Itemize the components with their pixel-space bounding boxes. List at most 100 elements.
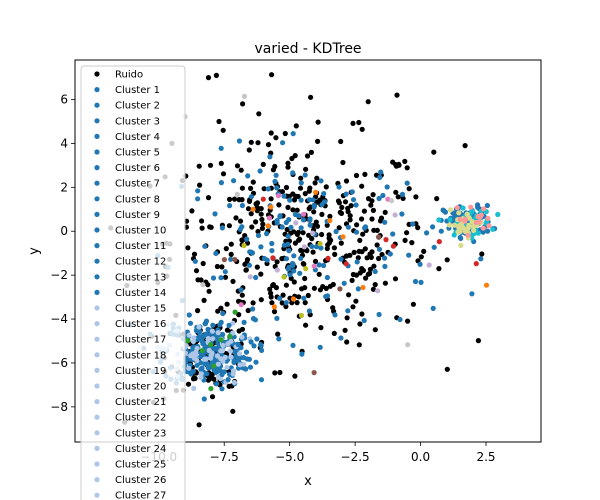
cluster-point bbox=[341, 280, 347, 286]
noise-point bbox=[236, 197, 242, 203]
cluster-point bbox=[245, 173, 251, 179]
noise-point bbox=[367, 270, 373, 277]
noise-point bbox=[309, 236, 315, 242]
cluster-point bbox=[188, 371, 194, 377]
cluster-point bbox=[465, 232, 471, 238]
noise-point bbox=[302, 191, 308, 197]
legend-label: Cluster 9 bbox=[115, 210, 160, 221]
noise-point bbox=[268, 196, 274, 202]
noise-point bbox=[308, 94, 314, 100]
noise-point bbox=[314, 175, 320, 181]
x-axis-label: x bbox=[304, 474, 312, 489]
noise-point bbox=[376, 255, 382, 262]
noise-point bbox=[356, 119, 362, 126]
legend-label: Cluster 14 bbox=[115, 288, 166, 299]
noise-point bbox=[273, 135, 279, 141]
cluster-point bbox=[281, 242, 287, 248]
legend-marker bbox=[94, 336, 100, 342]
noise-point bbox=[250, 179, 256, 185]
noise-point bbox=[312, 258, 319, 264]
noise-point bbox=[298, 175, 304, 181]
cluster-point bbox=[410, 221, 416, 227]
cluster-point bbox=[392, 212, 398, 218]
noise-point bbox=[283, 282, 289, 288]
cluster-point bbox=[239, 334, 245, 340]
noise-point bbox=[308, 149, 314, 155]
noise-point bbox=[347, 217, 353, 223]
noise-point bbox=[220, 171, 227, 177]
noise-point bbox=[409, 240, 415, 246]
noise-point bbox=[331, 330, 337, 336]
noise-point bbox=[479, 251, 485, 257]
cluster-point bbox=[186, 332, 192, 338]
cluster-point bbox=[311, 370, 317, 376]
noise-point bbox=[302, 300, 308, 306]
cluster-point bbox=[199, 365, 205, 371]
cluster-point bbox=[264, 257, 270, 263]
cluster-point bbox=[457, 234, 463, 241]
y-axis-ticks: −8 −6 −4 −2 0 2 4 6 bbox=[50, 93, 75, 414]
cluster-point bbox=[232, 309, 238, 315]
noise-point bbox=[231, 196, 238, 202]
cluster-point bbox=[431, 244, 437, 250]
cluster-point bbox=[301, 295, 307, 301]
cluster-point bbox=[221, 257, 227, 263]
cluster-point bbox=[230, 368, 236, 374]
cluster-point bbox=[298, 225, 304, 231]
cluster-point bbox=[210, 322, 216, 328]
x-tick-label: −5.0 bbox=[275, 450, 304, 464]
cluster-point bbox=[372, 268, 378, 275]
cluster-point bbox=[474, 219, 480, 226]
noise-point bbox=[193, 268, 200, 274]
cluster-point bbox=[311, 263, 317, 269]
cluster-point bbox=[291, 268, 297, 274]
legend-marker bbox=[94, 445, 100, 451]
noise-point bbox=[254, 200, 261, 206]
cluster-point bbox=[272, 178, 278, 184]
legend-marker bbox=[94, 305, 100, 311]
noise-point bbox=[372, 282, 378, 288]
cluster-point bbox=[249, 250, 256, 256]
noise-point bbox=[277, 369, 283, 376]
cluster-point bbox=[219, 225, 225, 231]
cluster-point bbox=[269, 240, 275, 247]
cluster-point bbox=[353, 202, 359, 208]
noise-point bbox=[402, 237, 408, 243]
cluster-point bbox=[417, 261, 423, 267]
cluster-point bbox=[382, 263, 388, 269]
cluster-point bbox=[267, 154, 273, 160]
legend-marker bbox=[94, 383, 100, 389]
noise-point bbox=[365, 99, 371, 105]
cluster-point bbox=[376, 234, 382, 240]
noise-point bbox=[216, 118, 222, 125]
cluster-point bbox=[238, 287, 244, 293]
noise-point bbox=[359, 216, 365, 222]
cluster-point bbox=[473, 261, 479, 267]
noise-point bbox=[239, 292, 245, 298]
legend-label: Cluster 11 bbox=[115, 241, 166, 252]
cluster-point bbox=[447, 207, 454, 213]
cluster-point bbox=[246, 262, 252, 268]
cluster-point bbox=[306, 197, 312, 203]
cluster-point bbox=[375, 288, 381, 294]
cluster-point bbox=[298, 180, 304, 186]
cluster-point bbox=[313, 244, 320, 250]
noise-point bbox=[370, 192, 376, 198]
cluster-point bbox=[338, 256, 344, 262]
cluster-point bbox=[281, 193, 287, 199]
noise-point bbox=[350, 120, 356, 126]
noise-point bbox=[239, 185, 245, 191]
cluster-point bbox=[289, 260, 296, 267]
noise-point bbox=[253, 219, 259, 225]
noise-point bbox=[219, 264, 225, 270]
legend-marker bbox=[94, 227, 100, 233]
noise-point bbox=[224, 301, 230, 307]
noise-point bbox=[233, 215, 239, 221]
cluster-point bbox=[280, 140, 286, 146]
cluster-point bbox=[201, 396, 207, 402]
noise-point bbox=[268, 294, 274, 300]
cluster-point bbox=[230, 330, 236, 336]
cluster-point bbox=[321, 191, 327, 197]
noise-point bbox=[372, 327, 378, 333]
cluster-point bbox=[382, 219, 388, 225]
